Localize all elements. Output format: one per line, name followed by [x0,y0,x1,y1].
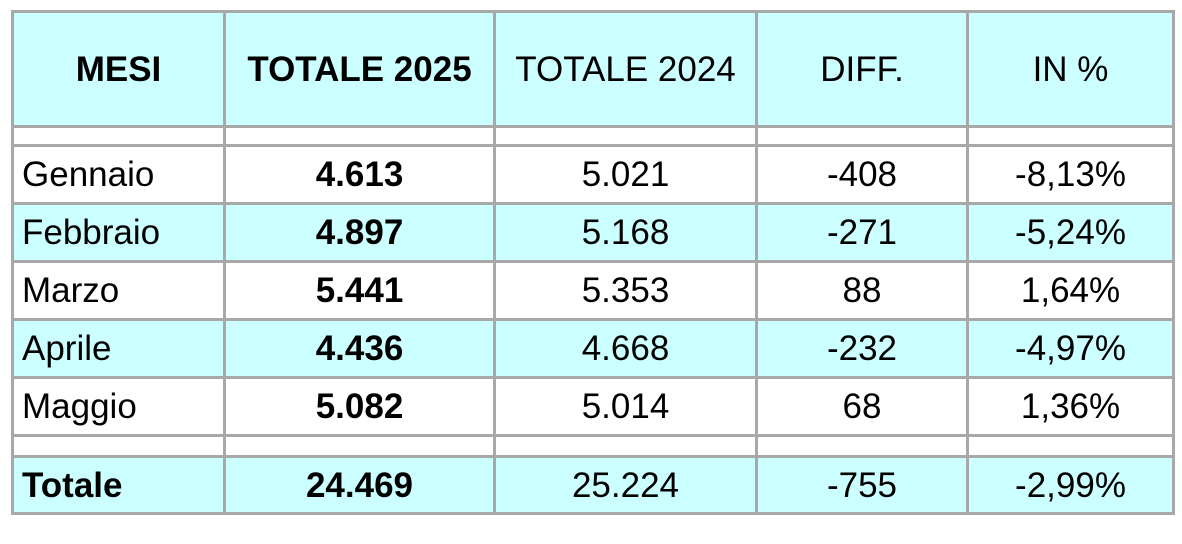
month-cell: Gennaio [11,144,226,205]
total-2025-cell: 4.613 [223,144,496,205]
total-percent: -2,99% [966,455,1175,515]
percent-cell: 1,64% [966,260,1175,321]
total-label: Totale [11,455,226,515]
total-2024-cell: 5.021 [493,144,758,205]
percent-cell: 1,36% [966,376,1175,437]
month-cell: Marzo [11,260,226,321]
table-row: Maggio 5.082 5.014 68 1,36% [11,376,1175,437]
table-header-row: MESI TOTALE 2025 TOTALE 2024 DIFF. IN % [11,10,1175,128]
total-diff: -755 [755,455,969,515]
header-months: MESI [11,10,226,128]
total-2025-cell: 5.441 [223,260,496,321]
table-row: Gennaio 4.613 5.021 -408 -8,13% [11,144,1175,205]
total-2024-cell: 5.014 [493,376,758,437]
month-cell: Febbraio [11,202,226,263]
total-2025-cell: 4.436 [223,318,496,379]
monthly-comparison-table: MESI TOTALE 2025 TOTALE 2024 DIFF. IN % … [11,10,1175,515]
spacer-row [11,434,1175,458]
month-cell: Maggio [11,376,226,437]
diff-cell: 88 [755,260,969,321]
table-row: Febbraio 4.897 5.168 -271 -5,24% [11,202,1175,263]
total-2025-cell: 4.897 [223,202,496,263]
total-2024-cell: 4.668 [493,318,758,379]
diff-cell: -408 [755,144,969,205]
header-diff: DIFF. [755,10,969,128]
percent-cell: -4,97% [966,318,1175,379]
month-cell: Aprile [11,318,226,379]
total-2024-sum: 25.224 [493,455,758,515]
percent-cell: -8,13% [966,144,1175,205]
table-row: Marzo 5.441 5.353 88 1,64% [11,260,1175,321]
spacer-row [11,125,1175,147]
total-2025-sum: 24.469 [223,455,496,515]
diff-cell: -271 [755,202,969,263]
header-total-2025: TOTALE 2025 [223,10,496,128]
total-2024-cell: 5.168 [493,202,758,263]
header-total-2024: TOTALE 2024 [493,10,758,128]
percent-cell: -5,24% [966,202,1175,263]
diff-cell: 68 [755,376,969,437]
total-2024-cell: 5.353 [493,260,758,321]
diff-cell: -232 [755,318,969,379]
total-2025-cell: 5.082 [223,376,496,437]
total-row: Totale 24.469 25.224 -755 -2,99% [11,455,1175,515]
header-percent: IN % [966,10,1175,128]
table-row: Aprile 4.436 4.668 -232 -4,97% [11,318,1175,379]
